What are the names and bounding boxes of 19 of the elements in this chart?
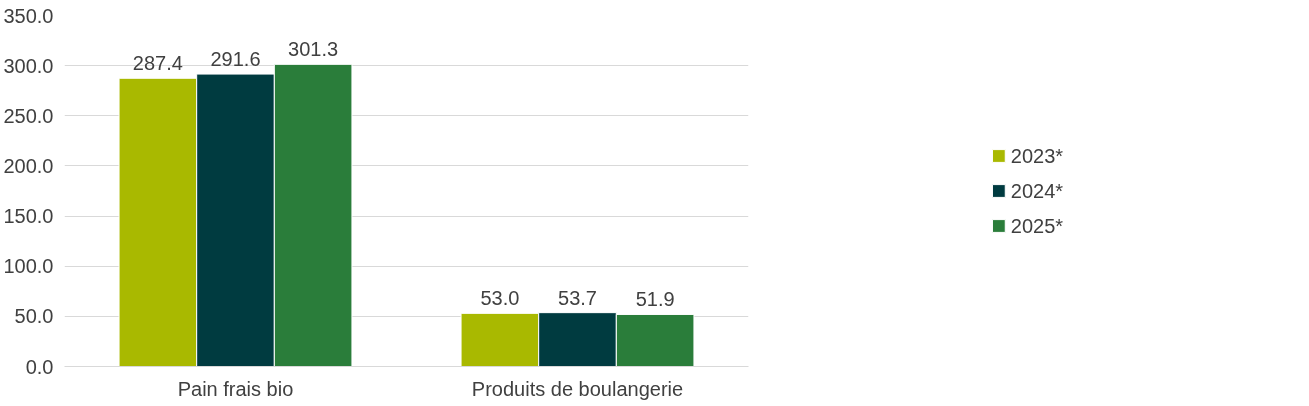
text: 53.0 [480,287,520,310]
text: 291.6 [210,48,261,71]
text: 53.7 [558,286,597,309]
legend-label: 2024* [1010,179,1064,202]
y-tick-label: 50.0 [14,305,54,328]
legend-label: 2025* [1010,214,1064,237]
text: 51.9 [635,288,675,311]
text: 301.3 [288,38,339,61]
x-tick-label: Pain frais bio [177,377,294,400]
y-tick-label: 300.0 [3,54,54,77]
y-tick-label: 250.0 [3,104,54,127]
y-tick-label: 150.0 [3,205,54,228]
text: 287.4 [132,52,183,75]
y-tick-label: 350.0 [3,4,54,27]
y-tick-label: 200.0 [3,154,54,177]
legend-label: 2023* [1010,144,1064,167]
y-tick-label: 100.0 [3,255,54,278]
x-tick-label: Produits de boulangerie [471,377,684,400]
y-tick-label: 0.0 [25,355,54,378]
